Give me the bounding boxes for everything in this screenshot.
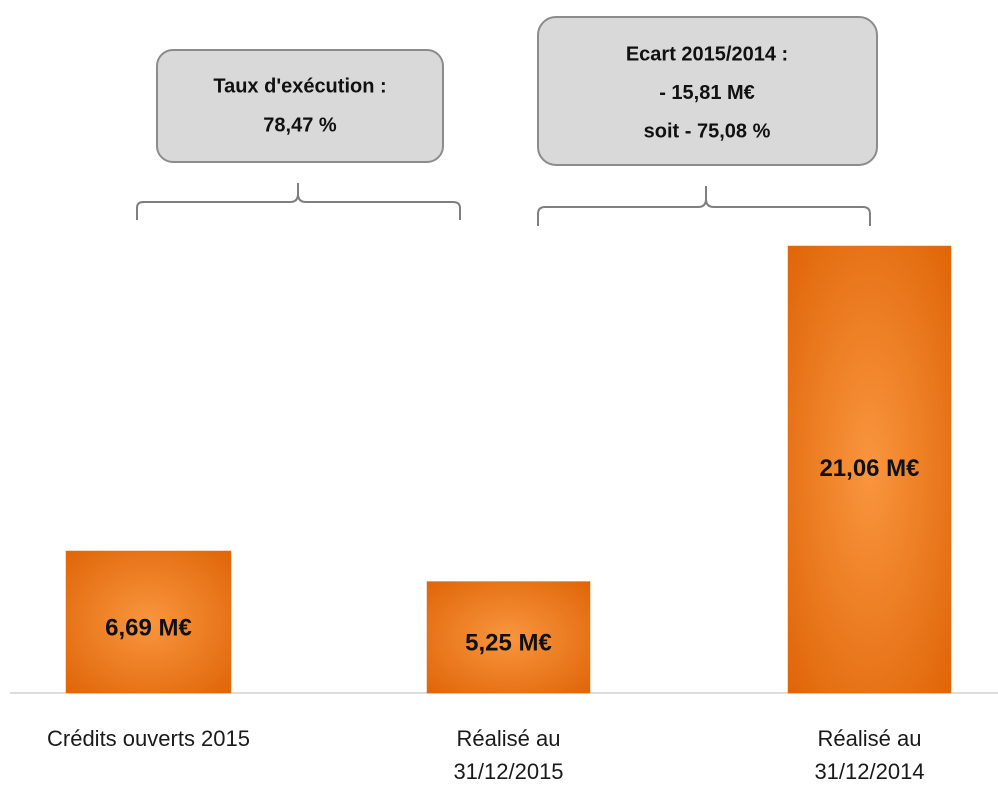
brace [537,186,871,226]
annotation: Ecart 2015/2014 : [626,43,788,65]
x-tick-label: Réalisé au 31/12/2015 [453,726,563,784]
annotation: 78,47 % [263,114,337,136]
annotation: - 15,81 M€ [659,82,755,104]
callout-box [537,16,878,166]
bar [426,581,591,694]
x-tick-label: Crédits ouverts 2015 [47,726,250,751]
bar [65,550,232,694]
value-label: 21,06 M€ [819,455,919,482]
annotation: soit - 75,08 % [644,120,771,142]
callout-box [156,49,444,163]
brace [136,183,461,220]
annotation: Taux d'exécution : [213,75,386,97]
x-tick-label: Réalisé au 31/12/2014 [814,726,924,784]
value-label: 5,25 M€ [465,630,552,657]
value-label: 6,69 M€ [105,614,192,641]
bar [787,245,952,694]
